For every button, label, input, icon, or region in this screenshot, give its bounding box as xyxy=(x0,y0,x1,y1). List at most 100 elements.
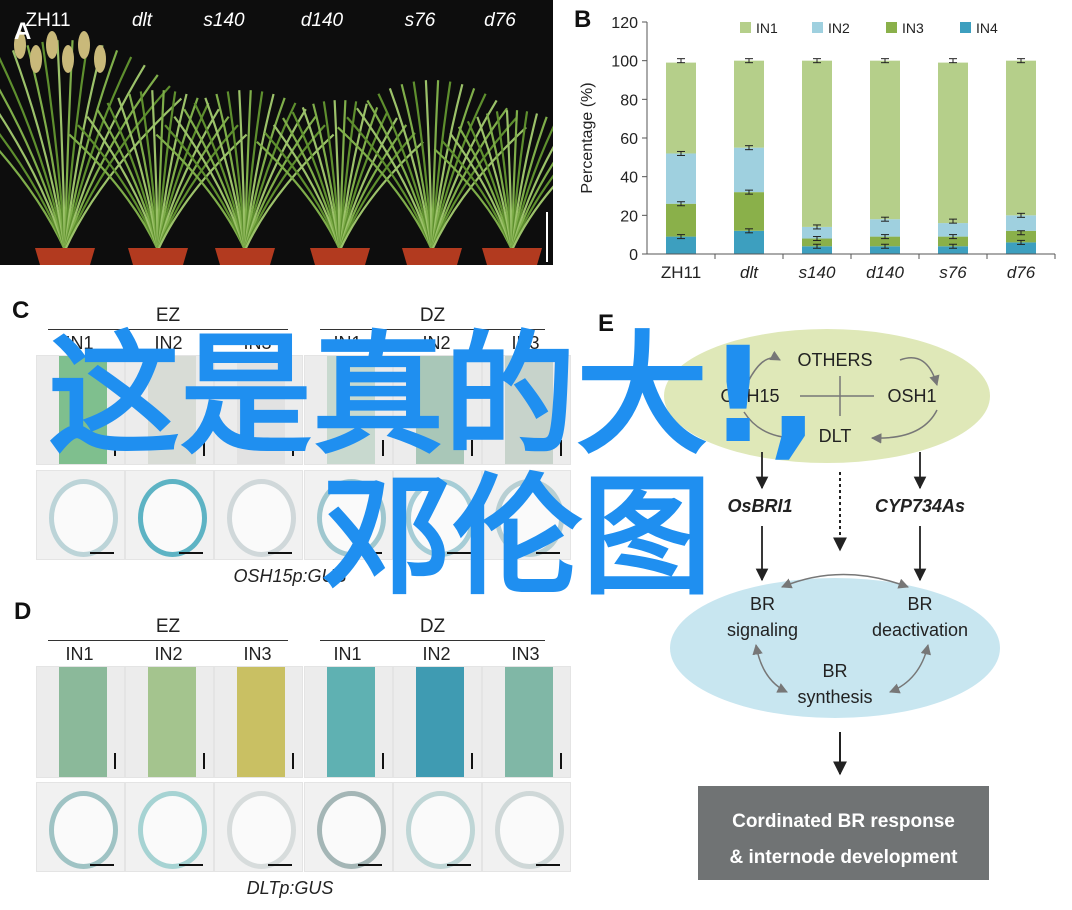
panel-letter-a: A xyxy=(14,18,32,45)
watermark-line-1: 这是真的大!, xyxy=(48,319,819,473)
y-tick-label: 0 xyxy=(629,247,638,264)
others-label: OTHERS xyxy=(797,350,873,370)
longitudinal-section-image xyxy=(214,355,303,465)
genotype-label: s140 xyxy=(203,10,245,31)
cross-section-image xyxy=(304,782,393,872)
bar-in3 xyxy=(666,203,696,237)
genotype-label: ZH11 xyxy=(25,10,71,31)
x-tick-label: s140 xyxy=(799,263,836,282)
cyp734as-label: CYP734As xyxy=(874,496,966,516)
panel-letter-c: C xyxy=(12,297,30,324)
stacked-bar-chart: 0 20 40 60 80 100 120 Percentage (%) ZH11 dlt s140… xyxy=(579,15,1056,282)
bar-in3 xyxy=(802,238,832,247)
cross-section-image xyxy=(482,470,571,560)
internode-label: IN1 xyxy=(333,333,362,353)
y-tick-label: 20 xyxy=(620,208,638,225)
osh15-label: OSH15 xyxy=(720,386,780,406)
cross-section-image xyxy=(36,782,125,872)
bar-in3 xyxy=(734,192,764,231)
bar-in1 xyxy=(870,60,900,220)
plant-photo-panel: ZH11 dlt s140 d140 s76 d76 xyxy=(0,0,553,265)
bar-in2 xyxy=(938,223,968,237)
internode-label: IN3 xyxy=(511,644,540,664)
x-tick-label: dlt xyxy=(740,263,759,282)
plant-photo xyxy=(0,31,553,265)
y-tick-label: 120 xyxy=(611,15,638,32)
panel-letter-b: B xyxy=(574,6,592,33)
x-tick-label: s76 xyxy=(939,263,967,282)
bar-in4 xyxy=(938,246,968,254)
y-tick-label: 40 xyxy=(620,170,638,187)
legend-swatch xyxy=(740,22,751,33)
longitudinal-section-image xyxy=(125,666,214,778)
internode-label: IN3 xyxy=(511,333,540,353)
internode-label: IN3 xyxy=(243,333,272,353)
y-tick-label: 60 xyxy=(620,131,638,148)
br-deactivation-label: BR deactivation xyxy=(871,594,969,640)
bar-in1 xyxy=(666,62,696,154)
zone-label: DZ xyxy=(419,616,446,637)
flower-pot xyxy=(35,248,95,265)
plant-4 xyxy=(337,80,527,265)
bar-in1 xyxy=(1006,60,1036,216)
cross-section-image xyxy=(393,782,482,872)
cross-section-image xyxy=(393,470,482,560)
plant-2 xyxy=(155,90,335,265)
internode-label: IN1 xyxy=(333,644,362,664)
plant-3 xyxy=(256,100,424,265)
bar-in4 xyxy=(802,246,832,254)
internode-label: IN3 xyxy=(243,644,272,664)
bar-in1 xyxy=(734,60,764,148)
longitudinal-section-image xyxy=(214,666,303,778)
cross-section-image xyxy=(482,782,571,872)
x-tick-label: d76 xyxy=(1007,263,1036,282)
bar-in2 xyxy=(802,226,832,239)
flower-pot xyxy=(128,248,188,265)
genotype-label: dlt xyxy=(131,10,153,31)
bar-in4 xyxy=(870,246,900,254)
internode-label: IN1 xyxy=(65,333,94,353)
legend-swatch xyxy=(886,22,897,33)
regulation-diagram xyxy=(664,329,1000,880)
longitudinal-section-image xyxy=(304,666,393,778)
bar-in2 xyxy=(1006,215,1036,231)
x-tick-label: d140 xyxy=(866,263,904,282)
br-synthesis-label: BR synthesis xyxy=(797,661,873,707)
osh1-label: OSH1 xyxy=(887,386,937,406)
cross-section-image xyxy=(214,470,303,560)
internode-label: IN2 xyxy=(154,644,183,664)
legend-label: IN1 xyxy=(756,20,778,36)
plant-5 xyxy=(433,110,553,265)
y-axis-label: Percentage (%) xyxy=(579,82,596,193)
flower-pot xyxy=(402,248,462,265)
bar-in4 xyxy=(734,230,764,254)
dlt-label: DLT xyxy=(818,426,852,446)
x-tick-label: ZH11 xyxy=(661,263,701,282)
response-box xyxy=(698,786,989,880)
legend-label: IN3 xyxy=(902,20,924,36)
longitudinal-section-image xyxy=(36,355,125,465)
osbri1-label: OsBRI1 xyxy=(727,496,793,516)
response-text: Cordinated BR response & internode develo… xyxy=(729,811,958,868)
longitudinal-section-image xyxy=(125,355,214,465)
legend-label: IN2 xyxy=(828,20,850,36)
internode-label: IN2 xyxy=(422,644,451,664)
zone-label: EZ xyxy=(155,305,181,326)
y-tick-label: 80 xyxy=(620,92,638,109)
flower-pot xyxy=(310,248,370,265)
bar-in1 xyxy=(938,62,968,224)
bar-in3 xyxy=(1006,230,1036,243)
panel-letter-e: E xyxy=(598,310,615,337)
longitudinal-section-image xyxy=(393,355,482,465)
legend-label: IN4 xyxy=(976,20,998,36)
bar-in3 xyxy=(870,236,900,247)
bar-in2 xyxy=(666,153,696,204)
y-tick-label: 100 xyxy=(611,54,638,71)
flower-pot xyxy=(215,248,275,265)
cross-section-image xyxy=(125,782,214,872)
bar-in4 xyxy=(666,236,696,254)
zone-label: DZ xyxy=(419,305,446,326)
bar-in4 xyxy=(1006,242,1036,254)
cross-section-image xyxy=(36,470,125,560)
flower-pot xyxy=(482,248,542,265)
